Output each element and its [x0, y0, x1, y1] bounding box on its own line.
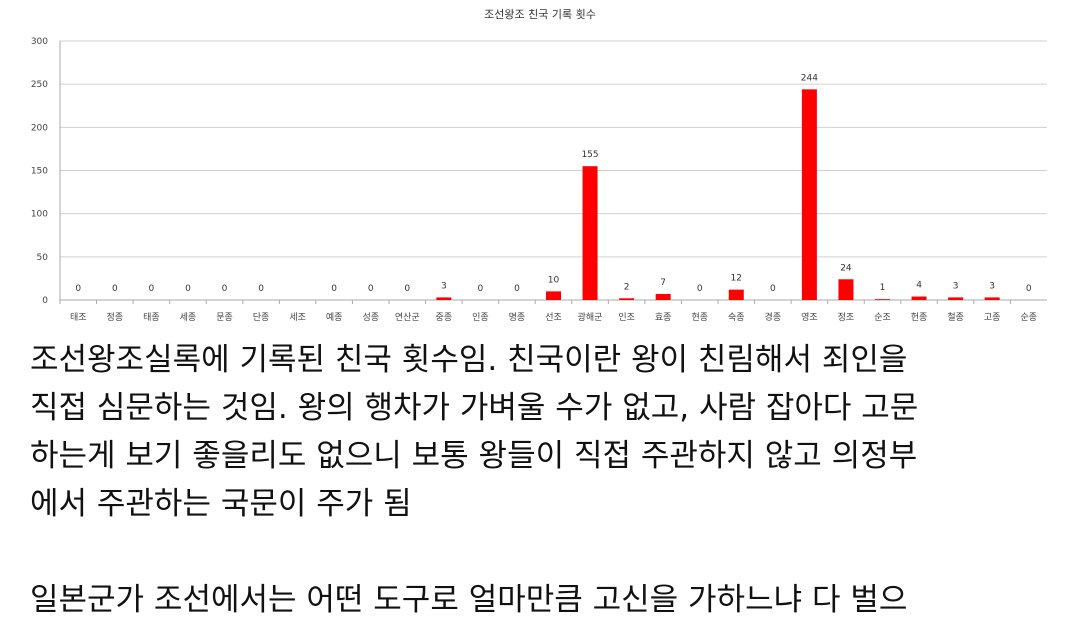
- bar: [984, 297, 1000, 300]
- text-line: 일본군가 조선에서는 어떤 도구로 얼마만큼 고신을 가하느냐 다 벌으: [30, 582, 908, 618]
- x-tick-label: 성종: [362, 312, 379, 323]
- bar: [582, 166, 598, 300]
- data-label: 0: [222, 284, 228, 294]
- x-tick-label: 문종: [216, 312, 233, 323]
- body-text: 조선왕조실록에 기록된 친국 횟수임. 친국이란 왕이 친림해서 죄인을 직접 …: [30, 336, 1070, 624]
- data-label: 244: [801, 73, 818, 83]
- data-label: 0: [1026, 284, 1032, 294]
- bar: [436, 297, 452, 300]
- bar: [655, 293, 671, 300]
- x-tick-label: 광해군: [578, 311, 603, 323]
- x-tick-label: 철종: [947, 312, 964, 323]
- x-tick-label: 효종: [655, 312, 672, 323]
- x-tick-label: 선조: [545, 312, 562, 323]
- data-label: 0: [75, 284, 81, 294]
- text-line: 하는게 보기 좋을리도 없으니 보통 왕들이 직접 주관하지 않고 의정부: [30, 438, 918, 474]
- x-tick-label: 경종: [765, 311, 782, 323]
- x-tick-label: 세종: [180, 312, 197, 323]
- x-tick-label: 단종: [253, 312, 270, 323]
- data-label: 0: [149, 284, 155, 294]
- data-label: 12: [731, 274, 742, 284]
- data-label: 0: [770, 284, 776, 294]
- data-label: 24: [840, 263, 852, 273]
- x-tick-label: 영조: [801, 312, 818, 323]
- y-tick-label: 0: [42, 296, 48, 306]
- data-label: 2: [624, 282, 630, 292]
- x-tick-label: 인종: [472, 312, 489, 323]
- x-tick-label: 숙종: [728, 312, 745, 323]
- x-tick-label: 세조: [289, 312, 306, 323]
- y-tick-label: 50: [37, 253, 49, 263]
- x-tick-label: 현종: [691, 312, 708, 323]
- bar: [875, 299, 890, 300]
- data-label: 0: [258, 284, 264, 294]
- x-tick-label: 연산군: [395, 312, 420, 323]
- data-label: 1: [880, 283, 886, 293]
- data-label: 0: [514, 284, 520, 294]
- x-tick-label: 순종: [1020, 312, 1037, 323]
- y-tick-label: 200: [31, 123, 48, 133]
- x-tick-label: 명종: [509, 312, 526, 323]
- data-label: 0: [185, 284, 191, 294]
- data-label: 0: [331, 284, 337, 294]
- y-tick-label: 300: [31, 37, 48, 47]
- y-tick-label: 150: [31, 167, 48, 177]
- x-tick-label: 정종: [107, 312, 124, 323]
- data-label: 0: [112, 284, 118, 294]
- text-line: 조선왕조실록에 기록된 친국 횟수임. 친국이란 왕이 친림해서 죄인을: [30, 342, 908, 378]
- bar: [546, 291, 561, 300]
- x-tick-label: 순조: [874, 312, 891, 323]
- bar: [911, 296, 927, 300]
- x-tick-label: 태종: [143, 312, 160, 323]
- data-label: 3: [441, 281, 447, 291]
- data-label: 0: [368, 284, 374, 294]
- data-label: 3: [953, 281, 959, 291]
- data-label: 4: [916, 281, 922, 291]
- data-label: 0: [697, 284, 703, 294]
- x-tick-label: 헌종: [911, 312, 928, 323]
- data-label: 7: [660, 278, 666, 288]
- data-label: 155: [581, 150, 598, 160]
- data-label: 10: [548, 275, 560, 285]
- x-tick-label: 예종: [326, 312, 343, 323]
- bar: [619, 298, 635, 300]
- chart-title: 조선왕조 친국 기록 횟수: [484, 8, 596, 21]
- data-label: 3: [989, 281, 995, 291]
- x-tick-label: 고종: [984, 312, 1001, 323]
- bar: [838, 279, 854, 300]
- x-tick-label: 태조: [70, 312, 87, 323]
- text-line: 에서 주관하는 국문이 주가 됨: [30, 486, 412, 522]
- x-tick-label: 중종: [436, 312, 453, 323]
- bar: [728, 289, 744, 300]
- y-tick-label: 250: [31, 80, 48, 90]
- x-tick-label: 정조: [838, 312, 855, 323]
- y-tick-label: 100: [31, 210, 48, 220]
- x-tick-label: 인조: [618, 312, 635, 323]
- bar: [948, 297, 964, 300]
- text-line: 직접 심문하는 것임. 왕의 행차가 가벼울 수가 없고, 사람 잡아다 고문: [30, 390, 919, 426]
- bar: [801, 89, 817, 300]
- data-label: 0: [404, 284, 410, 294]
- data-label: 0: [478, 284, 484, 294]
